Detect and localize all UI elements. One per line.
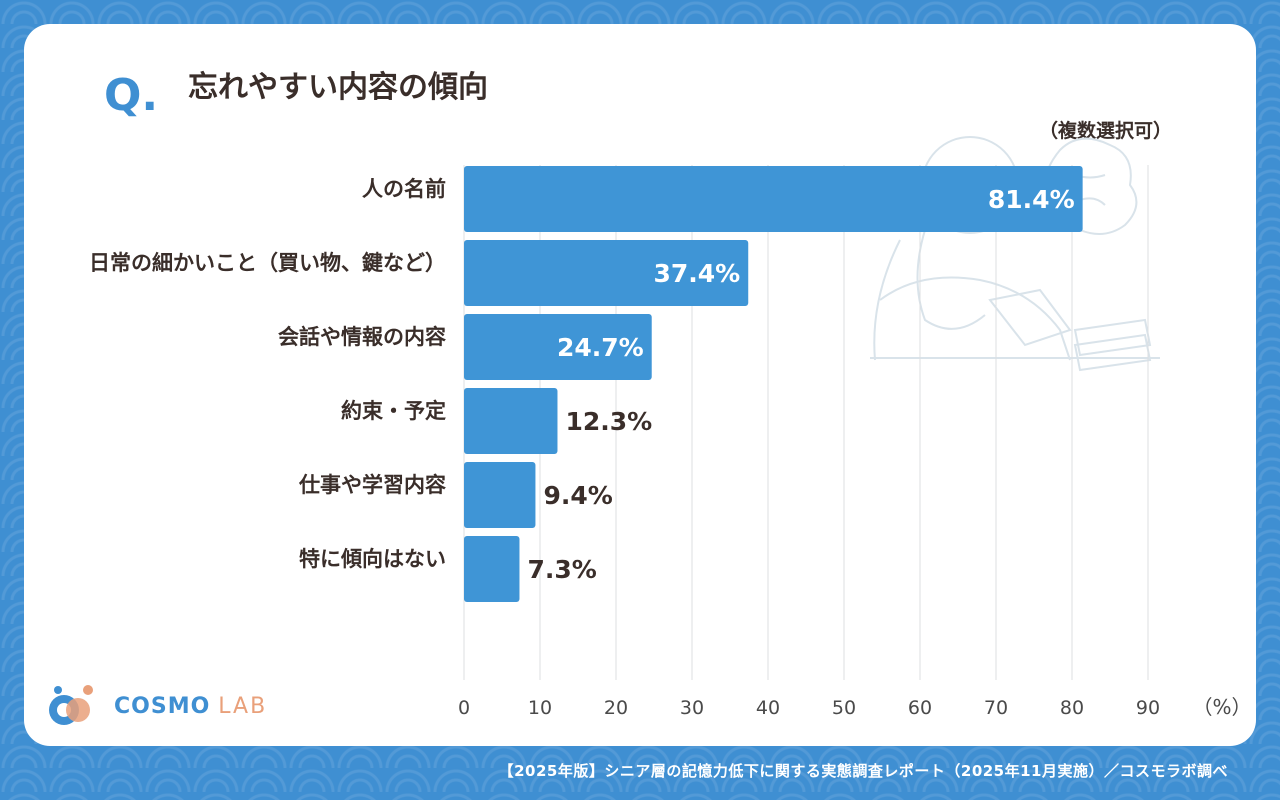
question-mark: Q. — [104, 70, 159, 121]
value-label: 81.4% — [988, 185, 1075, 214]
category-label: 特に傾向はない — [299, 547, 446, 571]
x-tick-label: 10 — [528, 697, 552, 719]
x-tick-label: 80 — [1060, 697, 1084, 719]
x-tick-label: 40 — [756, 697, 780, 719]
x-axis-unit: （%） — [1192, 695, 1251, 719]
bar — [464, 314, 652, 380]
bars — [464, 166, 1083, 602]
logo-brand-lab: LAB — [218, 693, 268, 719]
cosmo-lab-logo: COSMO LAB — [46, 684, 267, 728]
x-tick-label: 60 — [908, 697, 932, 719]
x-tick-label: 50 — [832, 697, 856, 719]
bar — [464, 166, 1083, 232]
value-label: 12.3% — [565, 407, 652, 436]
x-tick-label: 0 — [458, 697, 470, 719]
category-label: 会話や情報の内容 — [278, 325, 446, 349]
x-tick-label: 30 — [680, 697, 704, 719]
x-tick-label: 90 — [1136, 697, 1160, 719]
chart-title: 忘れやすい内容の傾向 — [188, 70, 488, 105]
multiple-choice-note: （複数選択可） — [1038, 120, 1172, 142]
value-label: 9.4% — [543, 481, 612, 510]
chart-card — [24, 24, 1256, 746]
x-tick-labels: 0 10 20 30 40 50 60 70 80 90 — [458, 697, 1160, 719]
bar — [464, 462, 536, 528]
x-tick-label: 70 — [984, 697, 1008, 719]
x-tick-label: 20 — [604, 697, 628, 719]
cosmo-lab-logo-icon — [49, 685, 93, 725]
bar — [464, 536, 520, 602]
bar — [464, 388, 558, 454]
source-footer: 【2025年版】シニア層の記憶力低下に関する実態調査レポート（2025年11月実… — [498, 762, 1228, 780]
value-labels: 81.4% 37.4% 24.7% 12.3% 9.4% 7.3% — [527, 185, 1074, 584]
category-label: 仕事や学習内容 — [298, 473, 446, 497]
value-label: 7.3% — [527, 555, 596, 584]
value-label: 24.7% — [557, 333, 644, 362]
logo-brand: COSMO — [114, 693, 211, 719]
value-label: 37.4% — [654, 259, 741, 288]
category-label: 日常の細かいこと（買い物、鍵など） — [89, 251, 446, 275]
category-label: 人の名前 — [362, 177, 446, 201]
bar — [464, 240, 749, 306]
category-label: 約束・予定 — [341, 399, 446, 423]
